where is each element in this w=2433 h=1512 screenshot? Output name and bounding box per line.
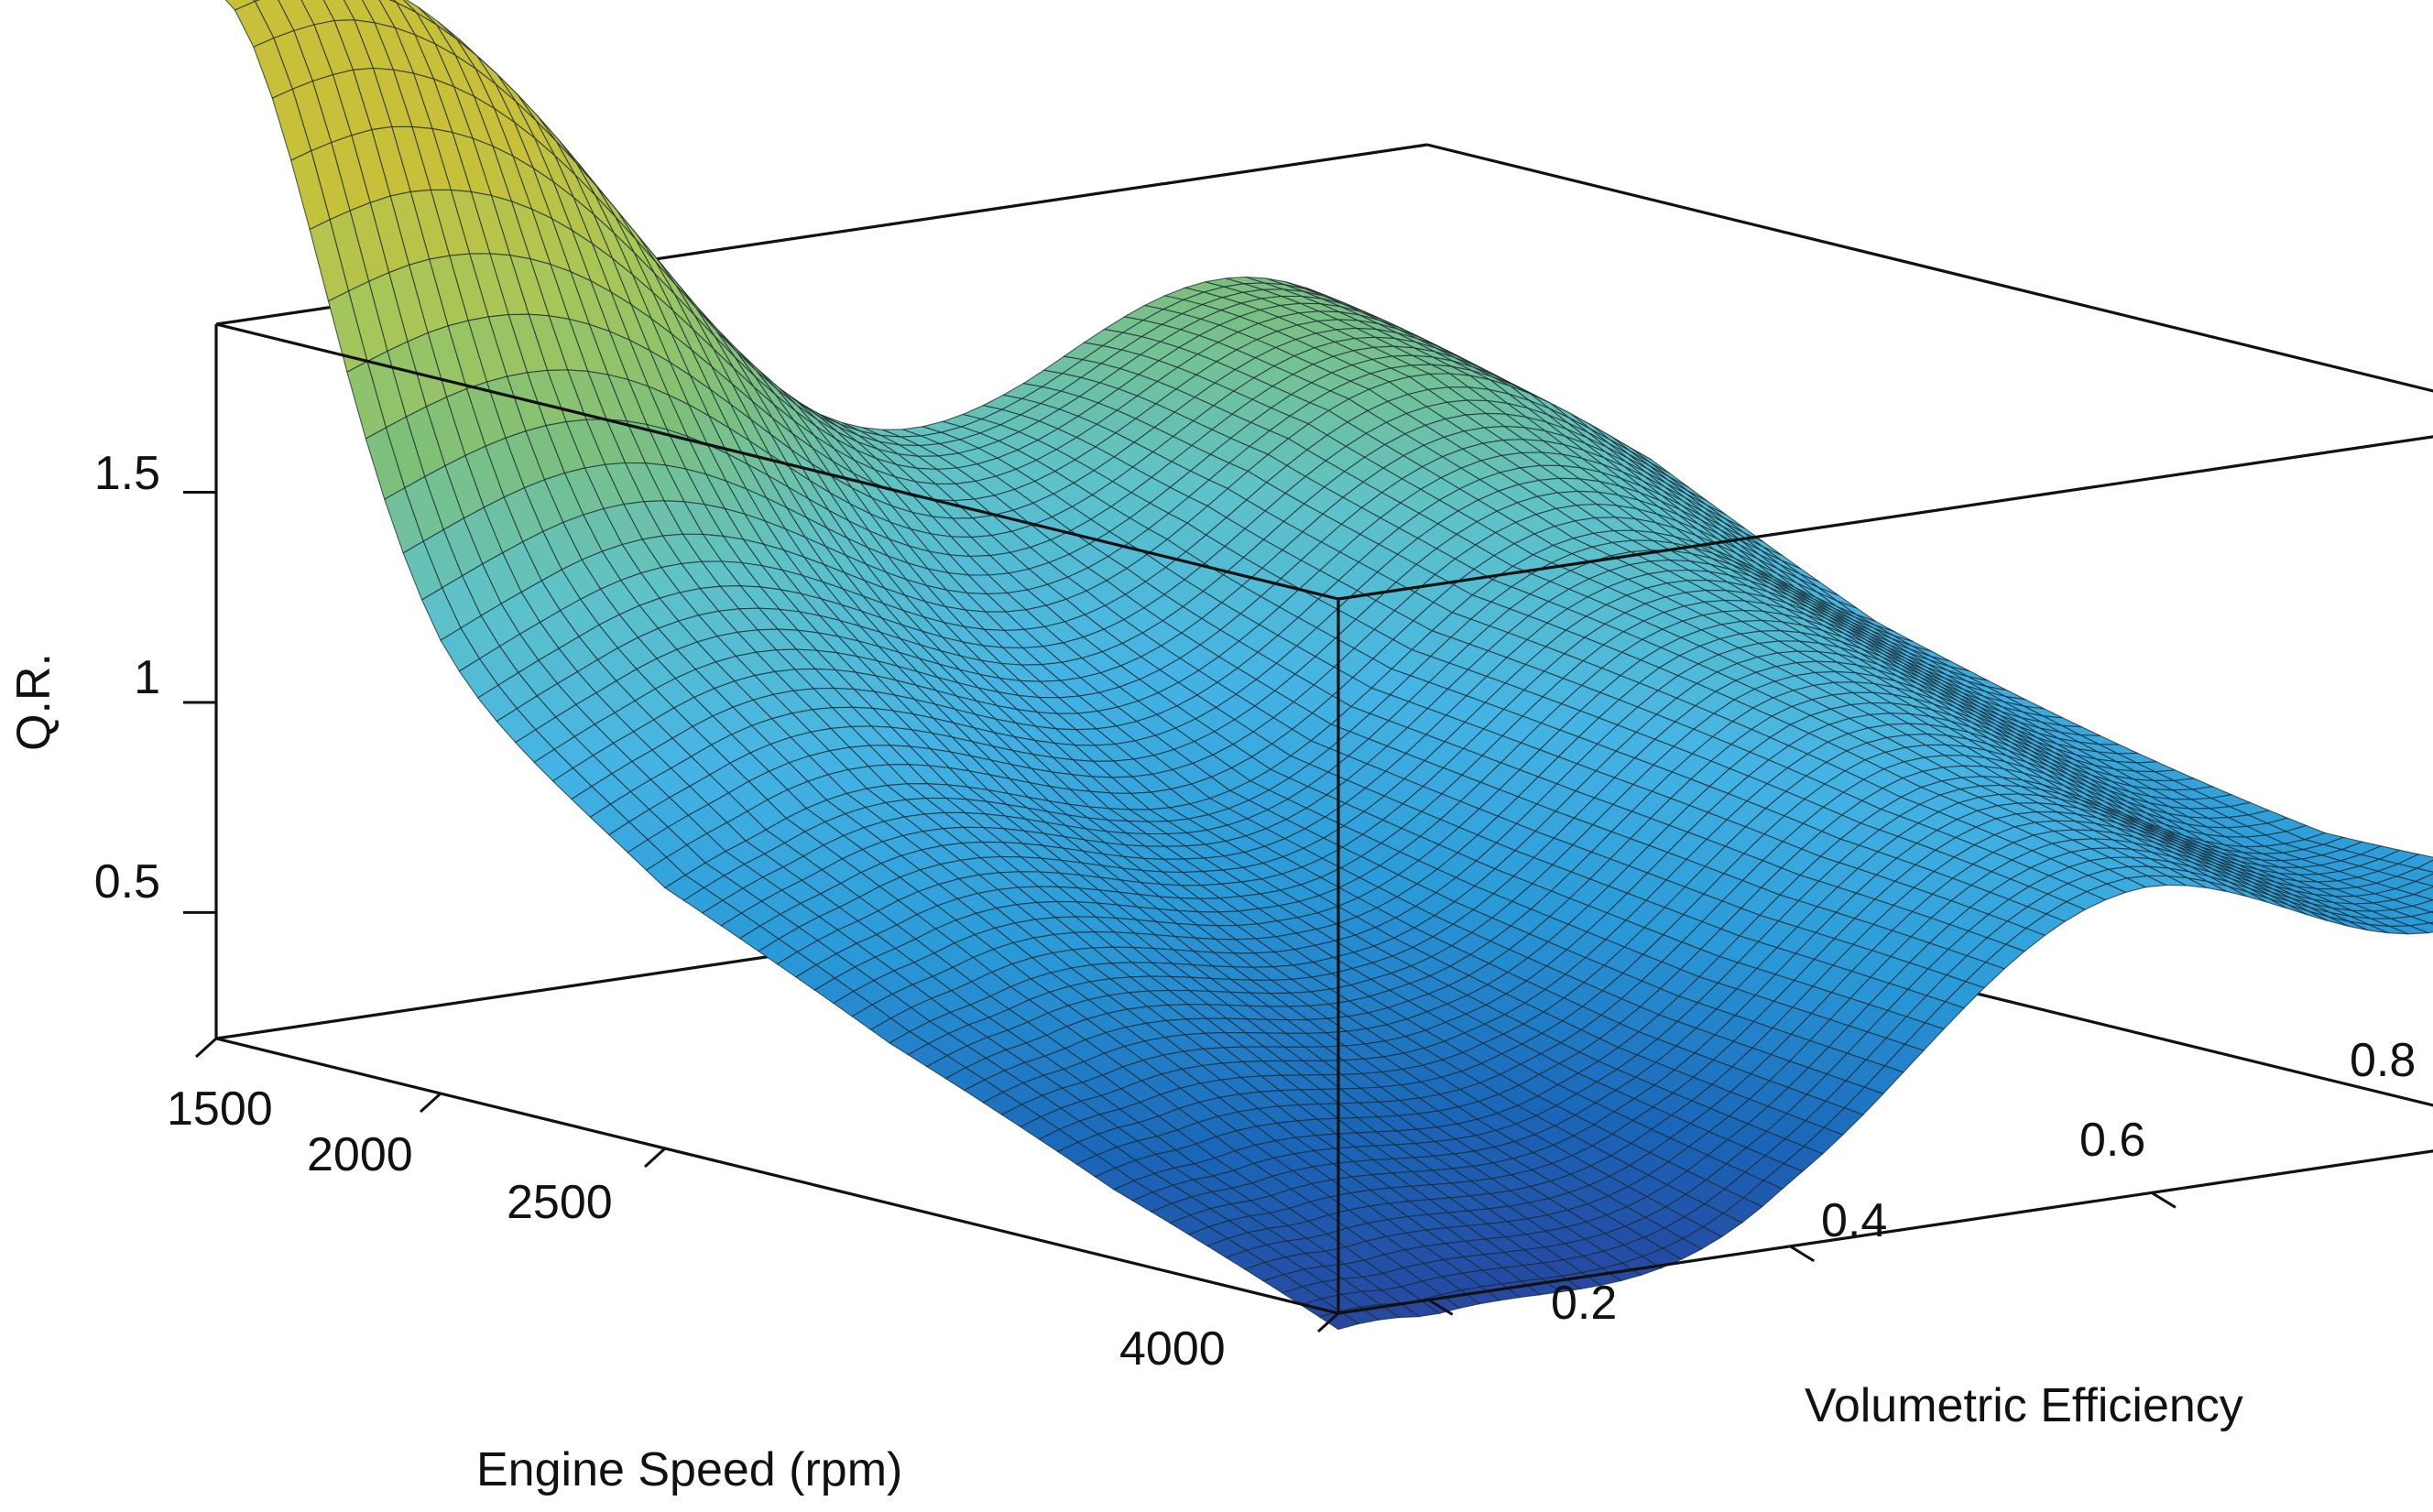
x-tick-1 xyxy=(419,1092,442,1114)
x-tick-label-2: 2500 xyxy=(507,1176,613,1229)
box-front-bottom-right-edge xyxy=(1337,1149,2433,1315)
box-front-bottom-edge xyxy=(215,1037,1339,1315)
y-tick-label-3: 0.8 xyxy=(2350,1034,2416,1087)
y-tick-0 xyxy=(1427,1299,1454,1316)
front-box-lines xyxy=(215,322,2433,1315)
z-tick-label-0: 0.5 xyxy=(94,855,160,908)
x-tick-label-1: 2000 xyxy=(307,1128,413,1181)
x-tick-2 xyxy=(643,1147,667,1169)
axis-ticks xyxy=(183,491,2177,1333)
y-tick-label-0: 0.2 xyxy=(1551,1277,1617,1330)
x-tick-label-3: 4000 xyxy=(1119,1322,1226,1376)
y-axis-title: Volumetric Efficiency xyxy=(1805,1379,2243,1432)
x-tick-3 xyxy=(1316,1311,1340,1333)
y-tick-2 xyxy=(2151,1191,2177,1209)
x-tick-0 xyxy=(194,1037,218,1059)
y-tick-label-2: 0.6 xyxy=(2079,1114,2145,1167)
y-tick-label-1: 0.4 xyxy=(1821,1194,1887,1247)
surface-mesh xyxy=(224,0,2433,1331)
z-tick-label-1: 1 xyxy=(134,651,160,704)
y-tick-1 xyxy=(1789,1245,1816,1263)
x-axis-title: Engine Speed (rpm) xyxy=(476,1443,902,1496)
z-tick-label-2: 1.5 xyxy=(94,447,160,500)
box-front-top-edge xyxy=(215,322,1339,601)
box-back-top-right-edge xyxy=(1426,143,2433,393)
box-front-top-right-edge xyxy=(1337,435,2433,601)
z-axis-title: Q.R. xyxy=(7,653,60,751)
x-tick-label-0: 1500 xyxy=(167,1082,273,1136)
